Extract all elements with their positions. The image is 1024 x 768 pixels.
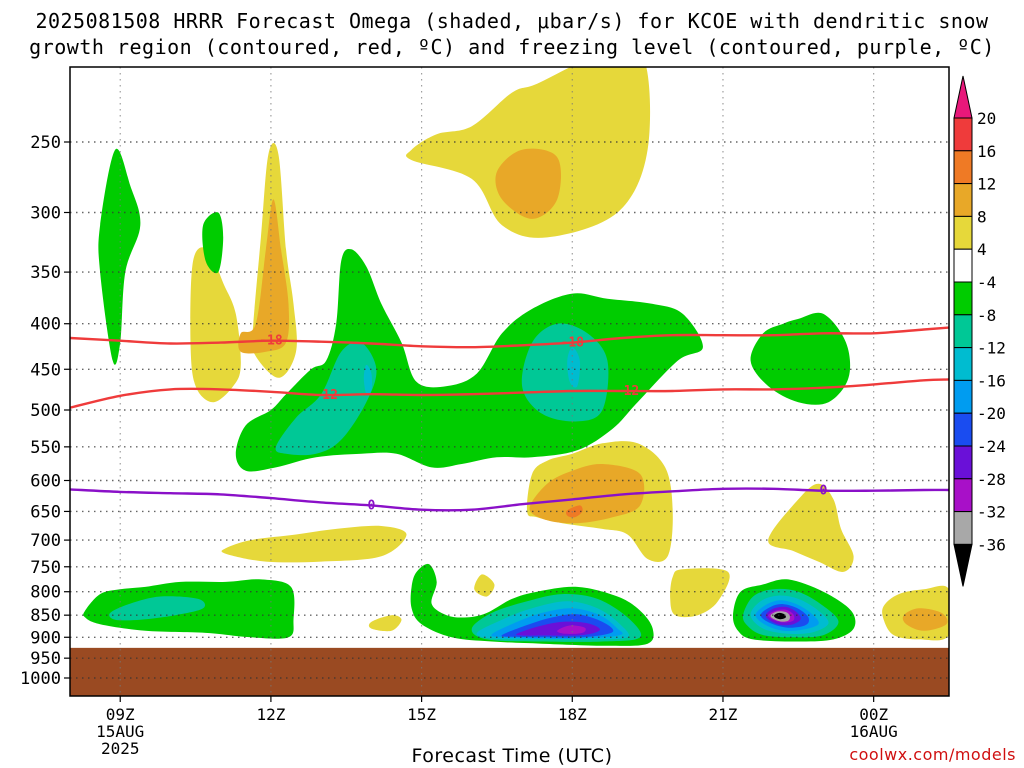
colorbar-swatch-9	[953, 412, 973, 447]
colorbar-label-11: -28	[977, 470, 1006, 489]
x-tick-label-18Z: 18Z	[558, 705, 587, 724]
x-axis-title: Forecast Time (UTC)	[411, 745, 613, 767]
x-tick-label-21Z: 21Z	[709, 705, 738, 724]
grid	[70, 67, 949, 696]
x-tick-label-09Z: 09Z	[106, 705, 135, 724]
y-tick-label-800: 800	[30, 583, 61, 603]
y-tick-label-700: 700	[30, 531, 61, 551]
colorbar-label-10: -24	[977, 437, 1006, 456]
y-tick-label-650: 650	[30, 502, 61, 522]
y-tick-label-850: 850	[30, 606, 61, 626]
colorbar-swatch-4	[953, 248, 973, 283]
colorbar: 20 16 12 8 4 -4 -8 -12 -16 -20 -24 -28 -32 -36	[953, 75, 1006, 587]
contour-label--12-0: -12	[314, 388, 337, 403]
colorbar-swatch-0	[953, 117, 973, 152]
omega-region-15	[529, 463, 645, 524]
y-tick-label-250: 250	[30, 133, 61, 153]
omega-region-18	[768, 483, 854, 572]
colorbar-label-5: -4	[977, 273, 996, 292]
colorbar-label-0: 20	[977, 109, 996, 128]
x-tick-label-12Z: 12Z	[256, 705, 285, 724]
colorbar-swatch-6	[953, 314, 973, 349]
omega-region-13	[221, 525, 407, 563]
colorbar-swatch-1	[953, 150, 973, 185]
x-tick-label-15Z: 15Z	[407, 705, 436, 724]
y-tick-label-750: 750	[30, 558, 61, 578]
chart-title: 2025081508 HRRR Forecast Omega (shaded, …	[0, 8, 1024, 60]
colorbar-swatch-5	[953, 281, 973, 316]
x-tick-year-09Z: 2025	[101, 739, 140, 758]
colorbar-label-2: 12	[977, 175, 996, 194]
y-tick-label-600: 600	[30, 471, 61, 491]
colorbar-swatch-3	[953, 215, 973, 250]
y-tick-label-450: 450	[30, 360, 61, 380]
chart-title-line1: 2025081508 HRRR Forecast Omega (shaded, …	[35, 9, 989, 33]
omega-region-40	[774, 612, 786, 620]
omega-region-2	[238, 199, 290, 354]
y-tick-label-1000: 1000	[20, 669, 61, 689]
colorbar-swatch-10	[953, 445, 973, 480]
omega-region-5	[98, 148, 141, 365]
contour-line--18	[70, 326, 949, 349]
y-tick-label-950: 950	[30, 649, 61, 669]
contour-line-0	[70, 487, 949, 512]
colorbar-label-8: -16	[977, 371, 1006, 390]
omega-region-11	[567, 347, 581, 388]
x-tick-label-00Z: 00Z	[859, 705, 888, 724]
colorbar-top-arrow	[953, 75, 973, 119]
omega-region-0	[190, 247, 241, 403]
x-tick-date-00Z: 16AUG	[850, 722, 898, 741]
colorbar-label-3: 8	[977, 207, 987, 226]
colorbar-label-9: -20	[977, 404, 1006, 423]
plot-frame	[69, 66, 950, 697]
contour-label-0-0: 0	[367, 498, 375, 513]
contour-line--12	[70, 378, 949, 409]
x-tick-date-09Z: 15AUG	[96, 722, 144, 741]
colorbar-label-6: -8	[977, 306, 996, 325]
omega-region-4	[495, 148, 562, 219]
y-axis: 2503003504004505005506006507007508008509…	[20, 133, 70, 689]
colorbar-swatch-12	[953, 511, 973, 545]
omega-shading	[83, 67, 949, 646]
colorbar-label-4: 4	[977, 240, 987, 259]
omega-region-22	[902, 608, 948, 631]
omega-region-20	[670, 568, 730, 618]
colorbar-swatch-7	[953, 347, 973, 381]
omega-region-10	[363, 364, 372, 395]
y-tick-label-350: 350	[30, 263, 61, 283]
y-tick-label-400: 400	[30, 315, 61, 335]
chart-title-line2: growth region (contoured, red, ºC) and f…	[29, 35, 995, 59]
y-tick-label-900: 900	[30, 628, 61, 648]
omega-region-31	[557, 625, 586, 634]
omega-region-17	[368, 615, 402, 632]
colorbar-bottom-arrow	[953, 543, 973, 587]
temperature-contours: -18 -18 -12 -12 0 0	[70, 326, 949, 513]
y-tick-label-500: 500	[30, 401, 61, 421]
omega-region-6	[202, 212, 224, 274]
colorbar-swatch-2	[953, 183, 973, 217]
omega-region-8	[275, 341, 377, 456]
contour-label-0-1: 0	[820, 484, 828, 499]
omega-region-9	[521, 323, 609, 422]
colorbar-label-13: -36	[977, 535, 1006, 554]
credit-link[interactable]: coolwx.com/models	[849, 745, 1016, 764]
y-tick-label-550: 550	[30, 438, 61, 458]
contour-label--18-0: -18	[259, 334, 283, 349]
ground-below-surface	[70, 647, 949, 696]
colorbar-label-1: 16	[977, 142, 996, 161]
omega-region-24	[109, 596, 206, 621]
y-tick-label-300: 300	[30, 203, 61, 223]
contour-label--12-1: -12	[616, 384, 639, 399]
colorbar-swatch-11	[953, 478, 973, 513]
colorbar-label-7: -12	[977, 339, 1006, 358]
contour-label--18-1: -18	[561, 336, 585, 351]
ground-fill	[70, 647, 949, 696]
colorbar-swatch-8	[953, 379, 973, 414]
colorbar-label-12: -32	[977, 503, 1006, 522]
